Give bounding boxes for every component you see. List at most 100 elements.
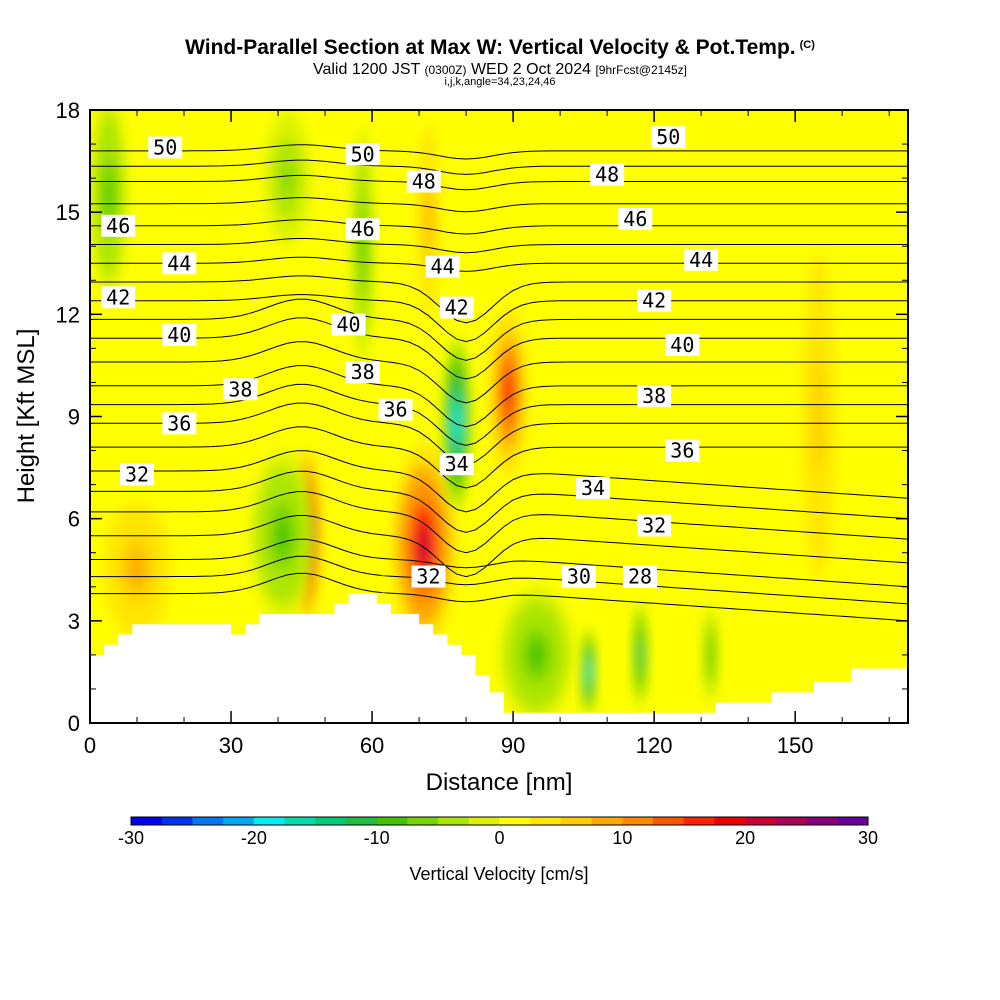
isentrope-43 (90, 275, 908, 324)
theta-label-box (590, 163, 625, 186)
colorbar-tick-label: 0 (494, 828, 504, 848)
y-tick-label: 15 (56, 200, 80, 225)
theta-label: 48 (595, 163, 619, 187)
theta-label: 48 (412, 170, 436, 194)
colorbar-swatch (775, 817, 808, 825)
theta-label: 40 (167, 323, 191, 347)
y-tick-label: 12 (56, 302, 80, 327)
isentrope-44 (90, 256, 908, 272)
w-level (276, 518, 290, 553)
colorbar-tick-label: 10 (612, 828, 632, 848)
colorbar-swatch (837, 817, 869, 825)
utc-time: (0300Z) (424, 63, 467, 77)
x-axis-label: Distance [nm] (426, 769, 573, 796)
isentrope-28 (90, 572, 908, 622)
colorbar-swatch (315, 817, 347, 825)
isentrope-31 (90, 515, 908, 578)
colorbar-frame (130, 816, 869, 826)
title-tag: (C) (799, 39, 815, 51)
w-level (282, 164, 293, 192)
theta-label-box (576, 477, 611, 500)
theta-label-box (561, 565, 596, 588)
x-tick-label: 0 (84, 733, 96, 758)
w-level (586, 663, 590, 681)
theta-label-box (148, 136, 183, 159)
theta-label: 32 (125, 462, 149, 486)
x-tick-label: 90 (501, 733, 525, 758)
isentrope-50 (90, 144, 908, 160)
theta-label-box (162, 252, 197, 275)
theta-label: 46 (351, 217, 375, 241)
grid-indices: i,j,k,angle=34,23,24,46 (444, 76, 556, 88)
theta-label: 44 (431, 255, 455, 279)
y-tick-label: 0 (68, 711, 80, 736)
theta-label-box (651, 126, 686, 149)
isentrope-35 (90, 426, 908, 489)
theta-label: 50 (153, 135, 177, 159)
x-tick-label: 30 (219, 733, 243, 758)
theta-label-box (345, 143, 380, 166)
colorbar-swatch (468, 817, 500, 825)
y-tick-label: 6 (68, 507, 80, 532)
w-level (417, 525, 431, 567)
valid-date: WED 2 Oct 2024 (470, 61, 591, 78)
w-feature-11 (263, 110, 311, 247)
colorbar-swatch (223, 817, 255, 825)
theta-label: 50 (351, 142, 375, 166)
isentrope-34 (90, 450, 908, 513)
theta-label-box (345, 361, 380, 384)
y-axis-label: Height [Kft MSL] (13, 329, 40, 504)
theta-label: 38 (642, 384, 666, 408)
w-feature-6 (632, 603, 648, 706)
w-feature-7 (499, 586, 575, 723)
theta-label: 32 (416, 565, 440, 589)
theta-label-box (162, 323, 197, 346)
colorbar-tick-label: 20 (735, 828, 755, 848)
theta-label-box (439, 296, 474, 319)
colorbar-tick-label: 30 (858, 828, 878, 848)
y-tick-label: 9 (68, 405, 80, 430)
colorbar-swatch (284, 817, 316, 825)
isentrope-48 (90, 174, 908, 191)
colorbar-tick-label: -30 (118, 828, 144, 848)
theta-label: 38 (228, 377, 252, 401)
theta-label: 46 (106, 214, 130, 238)
chart-subtitle: Valid 1200 JST (0300Z) WED 2 Oct 2024 [9… (0, 61, 1000, 79)
theta-label: 44 (167, 251, 191, 275)
theta-label-box (665, 333, 700, 356)
chart-title-text: Wind-Parallel Section at Max W: Vertical… (185, 36, 796, 59)
colorbar-swatch (499, 817, 531, 825)
theta-label-box (623, 565, 658, 588)
theta-label: 32 (642, 513, 666, 537)
w-feature-3 (442, 338, 471, 509)
colorbar-swatch (806, 817, 838, 825)
colorbar: -30 -20 -10 0 10 20 30 (118, 816, 878, 848)
w-feature-13 (350, 127, 375, 366)
isentrope-39 (90, 341, 908, 404)
isentrope-37 (90, 383, 908, 446)
w-feature-4 (249, 450, 316, 621)
y-tick-label: 3 (68, 609, 80, 634)
colorbar-swatch (161, 817, 193, 825)
theta-label: 50 (656, 125, 680, 149)
theta-label: 40 (337, 313, 361, 337)
valid-time: Valid 1200 JST (312, 61, 421, 78)
theta-label: 40 (670, 333, 694, 357)
theta-label: 34 (581, 476, 605, 500)
theta-label-box (411, 565, 446, 588)
colorbar-swatch (345, 817, 378, 825)
x-tick-label: 120 (636, 733, 673, 758)
theta-label-box (665, 439, 700, 462)
colorbar-swatch (683, 817, 715, 825)
w-level (529, 641, 545, 669)
isentrope-47 (90, 197, 908, 213)
w-feature-8 (703, 603, 718, 706)
theta-label-box (637, 514, 672, 537)
theta-label-box (162, 412, 197, 435)
theta-label-box (425, 255, 460, 278)
y-tick-label: 18 (56, 98, 80, 123)
isentrope-32 (90, 491, 908, 554)
theta-label: 30 (567, 565, 591, 589)
theta-label: 44 (689, 248, 713, 272)
